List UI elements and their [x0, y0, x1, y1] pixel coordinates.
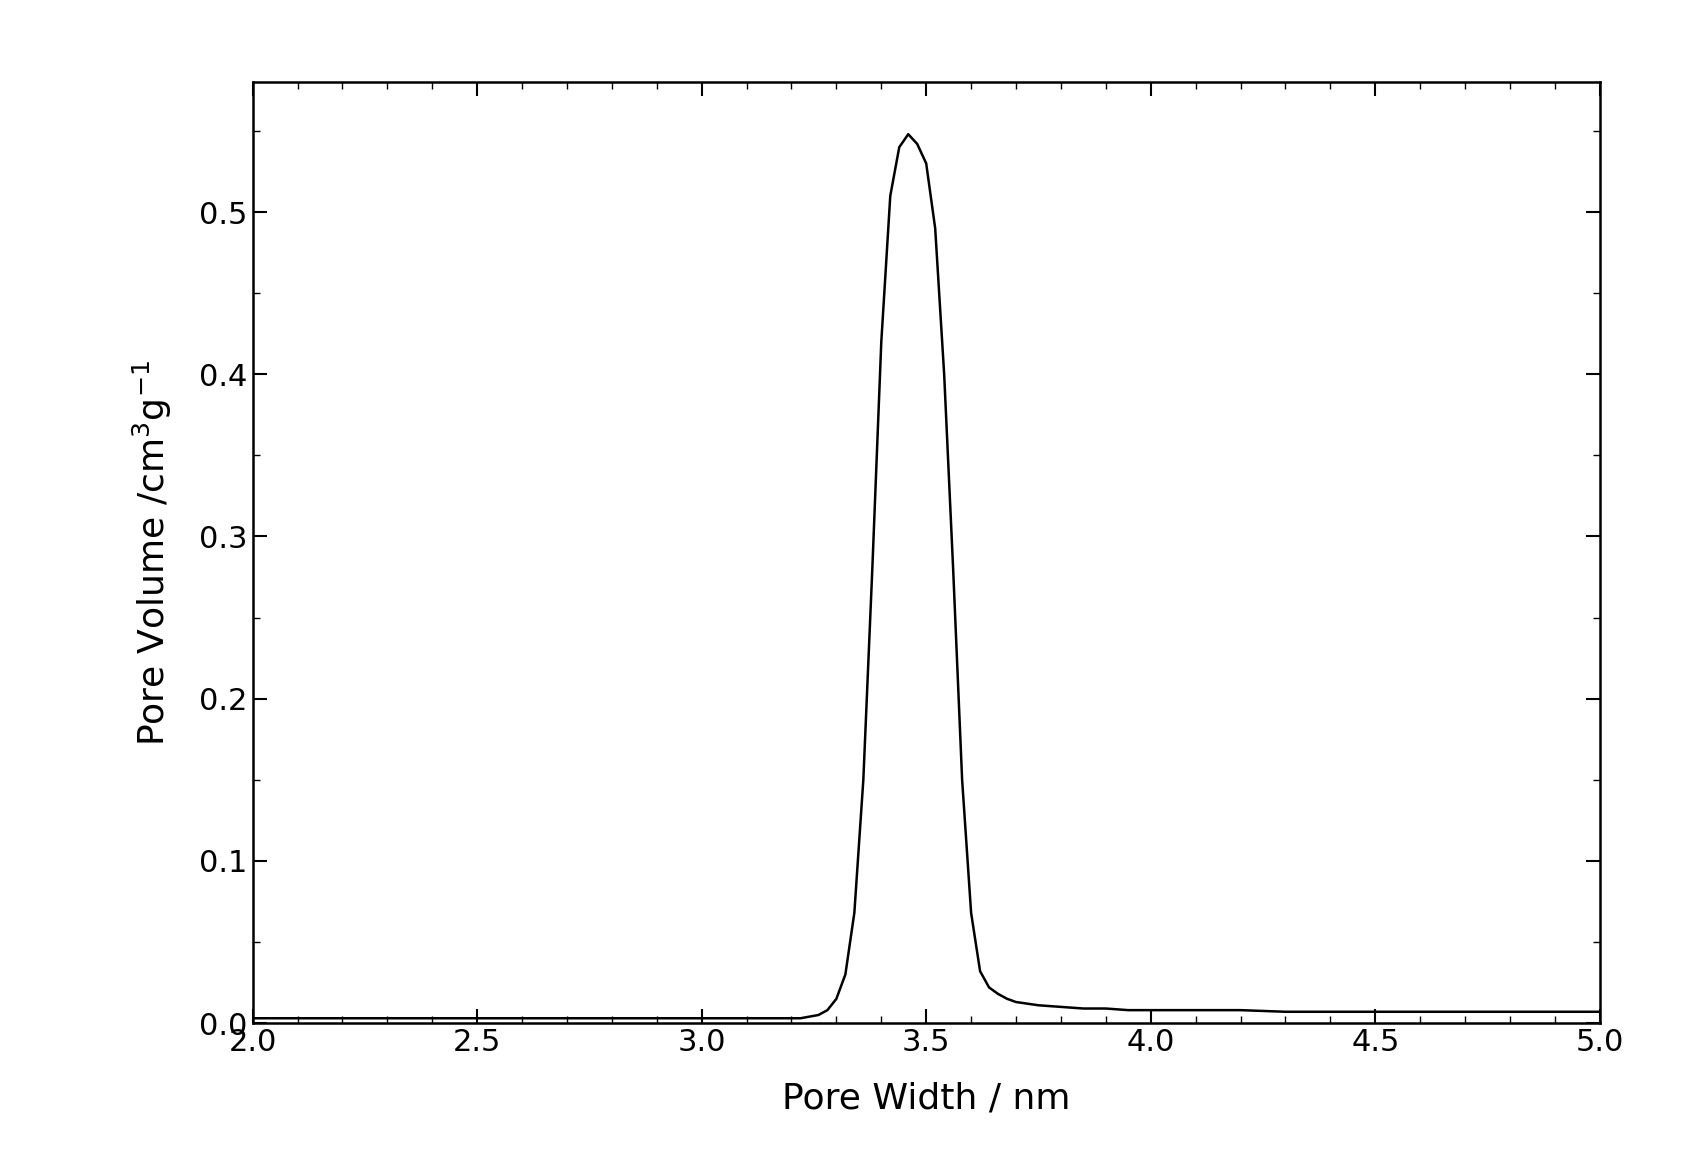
Y-axis label: Pore Volume /cm$^3$g$^{-1}$: Pore Volume /cm$^3$g$^{-1}$	[131, 360, 173, 746]
X-axis label: Pore Width / nm: Pore Width / nm	[781, 1082, 1071, 1116]
